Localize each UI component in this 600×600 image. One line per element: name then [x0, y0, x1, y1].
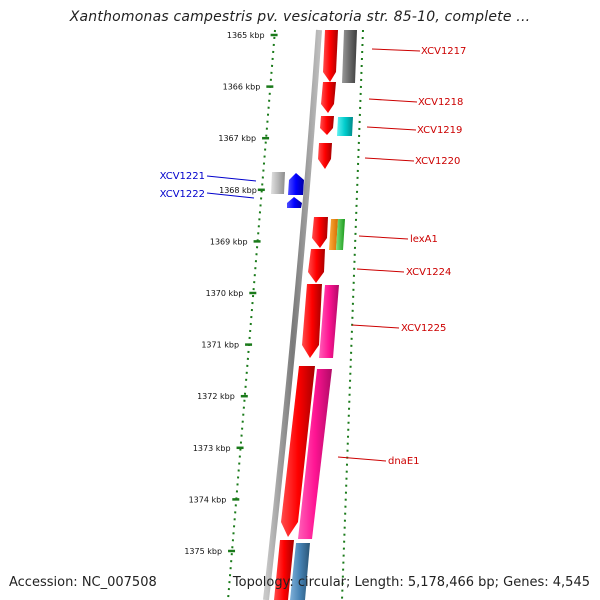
gene-block-xcv1218[interactable]	[321, 82, 336, 113]
summary-text: Topology: circular; Length: 5,178,466 bp…	[232, 575, 590, 590]
gene-label-xcv1224: XCV1224	[406, 267, 451, 278]
scale-tick-label: 1368 kbp	[219, 186, 257, 195]
scale-tick-label: 1372 kbp	[197, 392, 235, 401]
feature-block-pink-1	[319, 285, 339, 358]
gene-block-dnae1[interactable]	[281, 366, 315, 537]
gene-block-xcv1225[interactable]	[302, 284, 322, 358]
gene-block-bottom[interactable]	[274, 540, 294, 600]
feature-block-orange	[329, 219, 338, 250]
gene-block-xcv1219[interactable]	[320, 116, 334, 135]
scale-tick-label: 1373 kbp	[193, 444, 231, 453]
gene-block-xcv1220[interactable]	[318, 143, 332, 169]
gene-block-xcv1222-lower[interactable]	[287, 197, 302, 208]
label-connectors	[206, 48, 421, 462]
genome-backbone	[263, 29, 322, 600]
outer-dotted-ring	[341, 29, 364, 600]
scale-tick-label: 1375 kbp	[184, 547, 222, 556]
gene-block-xcv1217[interactable]	[323, 30, 338, 82]
inner-dotted-ring	[227, 29, 276, 600]
gene-label-xcv1217: XCV1217	[421, 46, 466, 57]
gene-label-xcv1225: XCV1225	[401, 323, 446, 334]
scale-tick-label: 1371 kbp	[201, 341, 239, 350]
map-title: Xanthomonas campestris pv. vesicatoria s…	[69, 9, 531, 25]
feature-block-grey-top	[342, 30, 357, 83]
gene-block-xcv1224[interactable]	[308, 249, 325, 283]
accession-text: Accession: NC_007508	[9, 575, 157, 590]
feature-block-pink-2	[298, 369, 332, 539]
gene-block-xcv1221[interactable]	[271, 172, 285, 194]
gene-label-dnae1: dnaE1	[388, 456, 420, 467]
scale-tick-label: 1366 kbp	[223, 83, 261, 92]
gene-label-xcv1221: XCV1221	[160, 171, 205, 182]
gene-block-xcv1222-upper[interactable]	[288, 173, 304, 195]
scale-tick-label: 1369 kbp	[210, 237, 248, 246]
scale-tick-label: 1370 kbp	[206, 289, 244, 298]
gene-label-xcv1219: XCV1219	[417, 125, 462, 136]
gene-label-xcv1220: XCV1220	[415, 156, 460, 167]
scale-ticks: 1365 kbp 1366 kbp 1367 kbp 1368 kbp 1369 kbp…	[184, 31, 278, 556]
feature-block-green	[336, 219, 345, 250]
gene-label-xcv1218: XCV1218	[418, 97, 463, 108]
gene-label-lexa1: lexA1	[410, 234, 438, 245]
gene-label-xcv1222: XCV1222	[160, 189, 205, 200]
feature-block-steel	[290, 543, 310, 600]
scale-tick-label: 1367 kbp	[218, 134, 256, 143]
scale-tick-label: 1365 kbp	[227, 31, 265, 40]
gene-block-lexa1[interactable]	[312, 217, 328, 248]
feature-block-cyan	[337, 117, 353, 136]
scale-tick-label: 1374 kbp	[189, 495, 227, 504]
